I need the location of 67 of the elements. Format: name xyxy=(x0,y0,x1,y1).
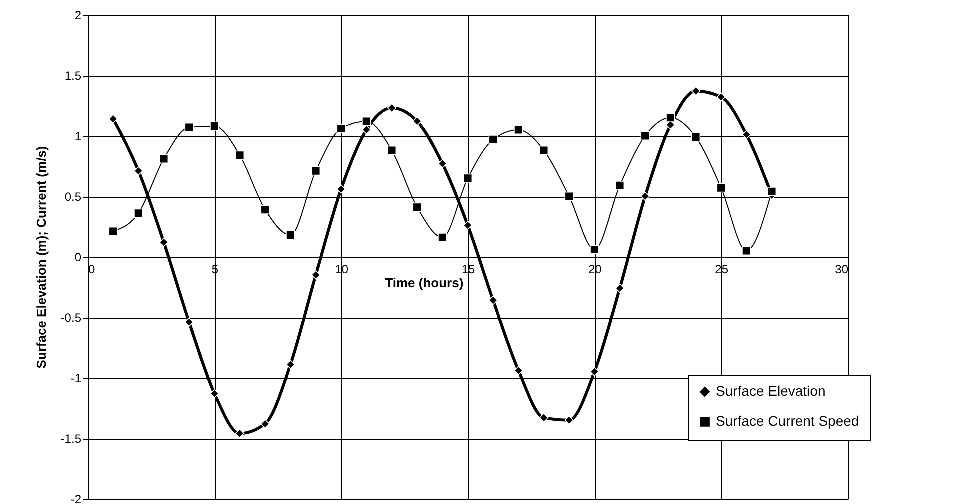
point xyxy=(362,116,372,126)
point xyxy=(336,184,346,194)
point xyxy=(463,220,473,230)
y-tick-label: 0 xyxy=(74,250,82,264)
y-axis-title: Surface Elevation (m); Current (m/s) xyxy=(34,146,49,369)
point xyxy=(260,419,270,429)
point xyxy=(590,367,600,377)
point xyxy=(691,86,701,96)
point xyxy=(412,116,422,126)
point xyxy=(362,125,372,135)
point xyxy=(184,318,194,327)
point xyxy=(184,122,194,132)
point xyxy=(108,227,118,236)
legend-label: Surface Elevation xyxy=(716,383,826,399)
point xyxy=(488,296,498,306)
point xyxy=(640,131,650,141)
point xyxy=(336,124,346,134)
point xyxy=(311,270,321,280)
point xyxy=(767,187,777,196)
point xyxy=(716,183,726,193)
point xyxy=(539,413,549,423)
point xyxy=(159,238,169,248)
point xyxy=(640,192,650,202)
point xyxy=(311,166,321,176)
point xyxy=(438,233,448,242)
point xyxy=(235,150,245,160)
y-tick-label: -2 xyxy=(70,492,82,504)
point xyxy=(286,360,296,370)
point xyxy=(387,146,397,156)
point xyxy=(159,154,169,164)
point xyxy=(514,125,524,135)
point xyxy=(412,202,422,212)
point xyxy=(463,174,473,183)
point xyxy=(438,159,448,168)
y-tick-label: -1 xyxy=(70,372,82,386)
point xyxy=(742,130,752,140)
point xyxy=(210,389,220,398)
point xyxy=(286,230,296,240)
point xyxy=(210,122,220,131)
y-tick-label: -0.5 xyxy=(60,311,82,325)
point xyxy=(615,181,625,190)
y-tick-label: 1.5 xyxy=(64,69,82,83)
y-tick-label: 1 xyxy=(74,130,82,144)
x-axis-title: Time (hours) xyxy=(385,276,464,290)
point xyxy=(134,166,144,176)
y-tick-label: 2 xyxy=(74,8,82,22)
point xyxy=(387,104,397,113)
point xyxy=(716,92,726,102)
point xyxy=(666,113,676,122)
point xyxy=(564,416,574,425)
y-tick-label: -1.5 xyxy=(60,432,82,446)
point xyxy=(539,146,549,156)
legend-label: Surface Current Speed xyxy=(716,413,860,429)
x-tick-label: 0 xyxy=(88,262,96,276)
point xyxy=(742,246,752,256)
point xyxy=(691,132,701,142)
point xyxy=(260,205,270,214)
point xyxy=(590,245,600,254)
point xyxy=(235,429,245,438)
x-tick-label: 30 xyxy=(835,262,849,276)
point xyxy=(615,284,625,294)
y-tick-label: 0.5 xyxy=(64,190,82,204)
point xyxy=(134,208,144,218)
point xyxy=(514,366,524,376)
point xyxy=(564,192,574,202)
point xyxy=(108,114,118,124)
point xyxy=(488,135,498,144)
